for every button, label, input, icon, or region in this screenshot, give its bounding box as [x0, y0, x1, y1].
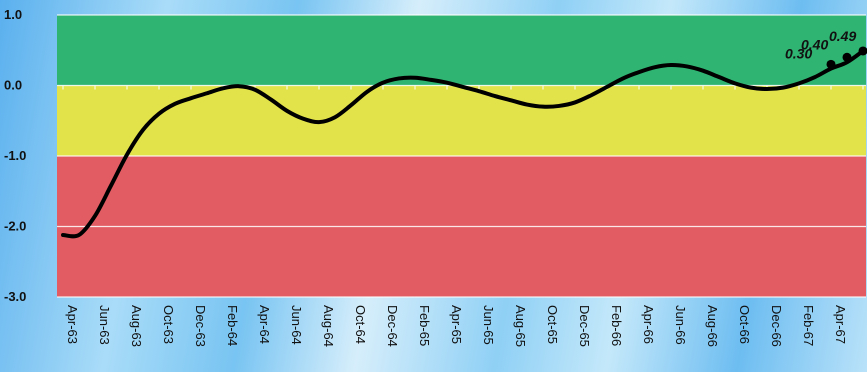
x-tick-label: Apr-63: [65, 305, 80, 344]
x-tick-label: Oct-65: [545, 305, 560, 344]
x-tick-label: Apr-67: [833, 305, 848, 344]
x-tick-label: Jun-67: [865, 305, 867, 345]
x-axis-ticks: Apr-63 Jun-63 Aug-63 Oct-63 Dec-63 Feb-64 Apr-…: [62, 85, 867, 347]
data-point: [842, 52, 852, 62]
x-tick-label: Feb-65: [417, 305, 432, 346]
x-tick-label: Dec-66: [769, 305, 784, 347]
series-layer: [61, 48, 865, 239]
y-tick-label: 1.0: [4, 7, 22, 22]
x-tick-label: Dec-65: [577, 305, 592, 347]
x-tick-label: Oct-66: [737, 305, 752, 344]
gridlines: [57, 14, 866, 298]
data-label: 0.49: [829, 28, 856, 44]
data-label: 0.30: [785, 45, 812, 61]
y-tick-label: -2.0: [4, 219, 26, 234]
x-tick-label: Jun-63: [97, 305, 112, 345]
x-tick-label: Jun-65: [481, 305, 496, 345]
x-tick-label: Aug-64: [321, 305, 336, 347]
x-tick-label: Jun-66: [673, 305, 688, 345]
x-tick-label: Feb-64: [225, 305, 240, 346]
x-tick-label: Jun-64: [289, 305, 304, 345]
x-tick-label: Feb-67: [801, 305, 816, 346]
y-axis-ticks: 1.0 0.0 -1.0 -2.0 -3.0: [4, 7, 26, 304]
x-tick-label: Apr-66: [641, 305, 656, 344]
x-tick-label: Oct-64: [353, 305, 368, 344]
data-label: 0.40: [801, 36, 828, 52]
data-point: [826, 59, 836, 69]
band-0: [57, 15, 866, 86]
x-tick-label: Oct-63: [161, 305, 176, 344]
data-point: [858, 46, 867, 56]
x-tick-label: Feb-66: [609, 305, 624, 346]
y-tick-label: 0.0: [4, 78, 22, 93]
x-tick-label: Dec-63: [193, 305, 208, 347]
series-line: [61, 48, 865, 239]
x-tick-label: Aug-65: [513, 305, 528, 347]
y-tick-label: -1.0: [4, 148, 26, 163]
x-tick-label: Dec-64: [385, 305, 400, 347]
y-tick-label: -3.0: [4, 289, 26, 304]
marker-layer: 0.300.400.49: [785, 28, 867, 69]
x-tick-label: Apr-65: [449, 305, 464, 344]
x-tick-label: Aug-66: [705, 305, 720, 347]
x-tick-label: Apr-64: [257, 305, 272, 344]
x-tick-label: Aug-63: [129, 305, 144, 347]
band-1: [57, 85, 866, 156]
